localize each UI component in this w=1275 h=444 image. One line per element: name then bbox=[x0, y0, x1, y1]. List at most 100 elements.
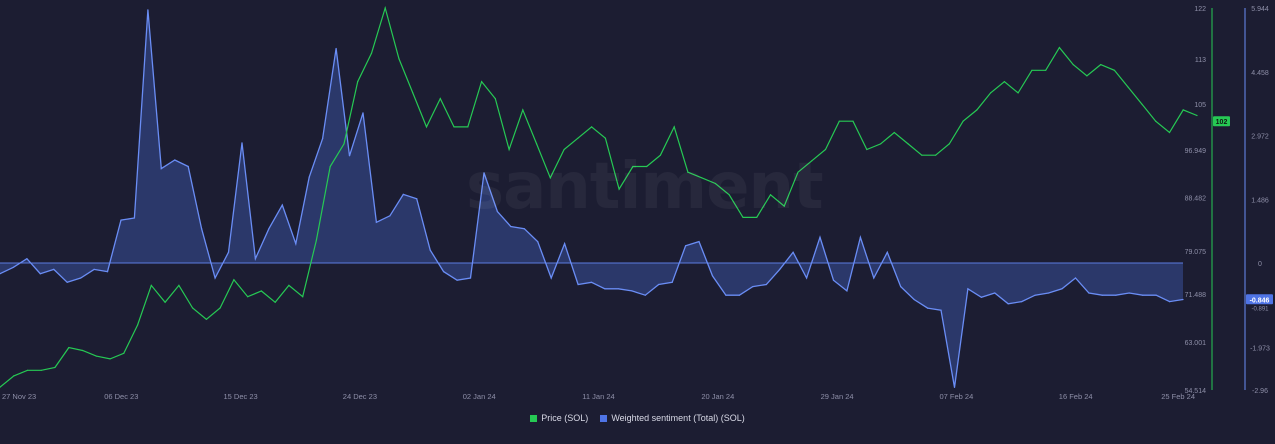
sentiment-point bbox=[335, 47, 337, 50]
sentiment-point bbox=[873, 277, 875, 279]
sentiment-point bbox=[133, 217, 135, 219]
sentiment-point bbox=[80, 277, 82, 279]
sentiment-point bbox=[1101, 294, 1103, 296]
sentiment-point bbox=[564, 243, 566, 245]
price-point bbox=[453, 126, 455, 128]
sentiment-point bbox=[792, 251, 794, 253]
x-tick-label: 27 Nov 23 bbox=[2, 392, 36, 401]
sentiment-point bbox=[671, 281, 673, 283]
x-tick-label: 06 Dec 23 bbox=[104, 392, 138, 401]
sentiment-point bbox=[738, 294, 741, 296]
price-point bbox=[604, 137, 607, 139]
price-point bbox=[1086, 75, 1088, 77]
sentiment-point bbox=[1115, 294, 1117, 296]
sentiment-point bbox=[698, 241, 700, 243]
x-tick-label: 24 Dec 23 bbox=[343, 392, 377, 401]
sentiment-point bbox=[1021, 301, 1023, 303]
price-point bbox=[632, 165, 634, 168]
sentiment-tick-label: 0 bbox=[1258, 261, 1262, 268]
price-point bbox=[205, 318, 207, 320]
sentiment-point bbox=[120, 219, 122, 221]
sentiment-point bbox=[1074, 277, 1077, 279]
price-point bbox=[329, 165, 331, 168]
x-tick-label: 07 Feb 24 bbox=[940, 392, 974, 401]
sentiment-point bbox=[0, 273, 1, 275]
price-badge-label: 102 bbox=[1216, 119, 1228, 126]
price-point bbox=[95, 355, 97, 357]
price-point bbox=[577, 137, 579, 139]
price-tick-label: 79.075 bbox=[1185, 249, 1207, 256]
price-point bbox=[0, 386, 1, 388]
price-point bbox=[302, 296, 304, 298]
sentiment-point bbox=[281, 204, 283, 206]
sentiment-tick-label: 4.458 bbox=[1251, 70, 1269, 77]
sentiment-point bbox=[523, 228, 525, 230]
price-point bbox=[13, 375, 15, 377]
price-point bbox=[907, 143, 909, 145]
sentiment-point bbox=[1061, 288, 1063, 290]
sentiment-point bbox=[1155, 294, 1157, 296]
sentiment-point bbox=[187, 165, 189, 168]
sentiment-tick-label: 2.972 bbox=[1251, 134, 1269, 141]
sentiment-point bbox=[913, 298, 915, 301]
price-tick-label: 71.488 bbox=[1185, 292, 1207, 299]
legend-item-price[interactable]: Price (SOL) bbox=[530, 413, 588, 423]
sentiment-point bbox=[375, 221, 377, 223]
sentiment-point bbox=[268, 228, 270, 230]
price-point bbox=[398, 58, 400, 60]
sentiment-area bbox=[0, 9, 1183, 388]
price-point bbox=[274, 301, 276, 303]
sentiment-point bbox=[685, 245, 687, 247]
sentiment-point bbox=[456, 279, 458, 281]
legend: Price (SOL) Weighted sentiment (Total) (… bbox=[0, 413, 1275, 423]
sentiment-point bbox=[1142, 294, 1144, 296]
x-tick-label: 02 Jan 24 bbox=[463, 392, 496, 401]
sentiment-point bbox=[510, 225, 512, 228]
price-tick-label: 96.949 bbox=[1185, 148, 1207, 155]
price-point bbox=[990, 92, 992, 94]
price-tick-label: 88.482 bbox=[1185, 196, 1207, 203]
price-point bbox=[1031, 69, 1033, 71]
price-point bbox=[1100, 64, 1102, 66]
price-point bbox=[260, 290, 262, 292]
sentiment-point bbox=[1088, 292, 1090, 294]
sentiment-point bbox=[779, 268, 781, 270]
price-point bbox=[646, 165, 648, 168]
price-point bbox=[137, 324, 139, 326]
price-point bbox=[618, 188, 620, 190]
price-point bbox=[384, 7, 386, 9]
legend-label-sentiment: Weighted sentiment (Total) (SOL) bbox=[611, 413, 745, 423]
x-tick-label: 11 Jan 24 bbox=[582, 392, 614, 401]
sentiment-point bbox=[66, 281, 68, 283]
sentiment-point bbox=[994, 292, 996, 294]
price-point bbox=[838, 120, 840, 122]
sentiment-point bbox=[362, 112, 364, 114]
price-point bbox=[343, 143, 345, 145]
sentiment-point bbox=[496, 210, 498, 213]
price-point bbox=[797, 171, 799, 173]
axes bbox=[1211, 8, 1246, 390]
price-tick-label: 105 bbox=[1194, 102, 1206, 109]
sentiment-point bbox=[711, 275, 714, 277]
price-point bbox=[728, 194, 730, 196]
sentiment-point bbox=[658, 283, 660, 286]
legend-item-sentiment[interactable]: Weighted sentiment (Total) (SOL) bbox=[600, 413, 745, 423]
price-point bbox=[1003, 81, 1006, 83]
sentiment-point bbox=[214, 277, 216, 279]
price-point bbox=[769, 194, 772, 196]
sentiment-point bbox=[389, 215, 391, 217]
sentiment-point bbox=[106, 271, 109, 273]
price-point bbox=[783, 205, 785, 207]
price-point bbox=[439, 98, 441, 100]
sentiment-point bbox=[469, 277, 472, 279]
price-point bbox=[1017, 92, 1019, 94]
price-point bbox=[742, 216, 744, 218]
sentiment-point bbox=[1007, 303, 1009, 305]
price-point bbox=[1113, 69, 1115, 71]
legend-swatch-price bbox=[530, 414, 538, 422]
sentiment-point bbox=[147, 9, 149, 11]
price-point bbox=[54, 366, 56, 368]
price-point bbox=[536, 143, 538, 145]
price-point bbox=[370, 52, 373, 54]
sentiment-tick-label: -1.973 bbox=[1250, 346, 1270, 353]
